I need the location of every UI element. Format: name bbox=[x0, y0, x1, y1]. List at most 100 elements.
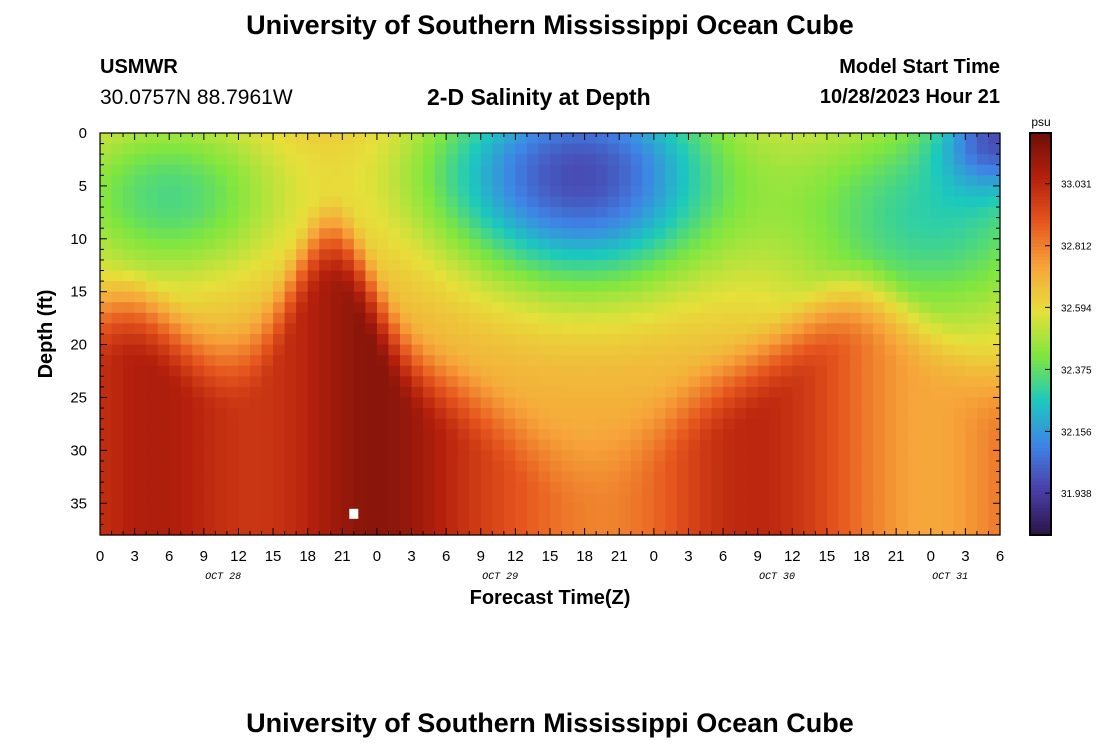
heatmap-cell bbox=[157, 524, 170, 536]
heatmap-cell bbox=[400, 492, 413, 504]
heatmap-cell bbox=[942, 482, 955, 494]
heatmap-cell bbox=[700, 386, 713, 399]
heatmap-cell bbox=[630, 334, 643, 346]
heatmap-cell bbox=[734, 376, 747, 388]
heatmap-cell bbox=[215, 482, 228, 494]
heatmap-cell bbox=[353, 365, 366, 377]
heatmap-cell bbox=[330, 355, 343, 367]
heatmap-cell bbox=[250, 259, 263, 272]
heatmap-cell bbox=[180, 133, 193, 145]
heatmap-cell bbox=[711, 291, 724, 303]
heatmap-cell bbox=[769, 439, 782, 451]
heatmap-cell bbox=[746, 164, 759, 176]
heatmap-cell bbox=[134, 143, 147, 155]
heatmap-cell bbox=[469, 334, 482, 346]
heatmap-cell bbox=[353, 323, 366, 335]
heatmap-cell bbox=[203, 429, 216, 441]
heatmap-cell bbox=[215, 386, 228, 399]
heatmap-cell bbox=[907, 154, 920, 166]
heatmap-cell bbox=[111, 439, 124, 451]
heatmap-cell bbox=[653, 503, 666, 515]
heatmap-cell bbox=[480, 418, 493, 430]
heatmap-cell bbox=[169, 503, 182, 515]
colorbar-segment bbox=[1030, 478, 1051, 482]
heatmap-cell bbox=[526, 344, 540, 356]
heatmap-cell bbox=[353, 249, 366, 261]
heatmap-cell bbox=[157, 471, 170, 483]
colorbar-segment bbox=[1030, 407, 1051, 412]
heatmap-cell bbox=[319, 471, 332, 483]
heatmap-cell bbox=[884, 439, 897, 451]
heatmap-cell bbox=[330, 238, 343, 250]
heatmap-cell bbox=[261, 323, 274, 335]
heatmap-cell bbox=[607, 228, 620, 240]
heatmap-cell bbox=[561, 450, 574, 462]
heatmap-cell bbox=[203, 143, 216, 155]
heatmap-cell bbox=[111, 503, 124, 515]
heatmap-cell bbox=[203, 175, 216, 187]
heatmap-cell bbox=[480, 513, 493, 526]
heatmap-cell bbox=[630, 386, 643, 399]
heatmap-cell bbox=[988, 397, 1001, 409]
heatmap-cell bbox=[365, 323, 378, 335]
heatmap-cell bbox=[446, 154, 459, 166]
heatmap-cell bbox=[561, 259, 574, 272]
heatmap-cell bbox=[157, 217, 170, 229]
heatmap-cell bbox=[757, 376, 770, 388]
heatmap-cell bbox=[111, 249, 124, 261]
x-tick-label: 18 bbox=[576, 548, 593, 565]
heatmap-cell bbox=[619, 312, 632, 325]
heatmap-cell bbox=[376, 471, 390, 483]
heatmap-cell bbox=[976, 302, 990, 314]
heatmap-cell bbox=[480, 460, 493, 473]
heatmap-cell bbox=[953, 503, 966, 515]
heatmap-cell bbox=[526, 334, 540, 346]
heatmap-cell bbox=[423, 513, 436, 526]
heatmap-cell bbox=[400, 334, 413, 346]
heatmap-cell bbox=[273, 238, 286, 250]
heatmap-cell bbox=[192, 355, 205, 367]
heatmap-cell bbox=[596, 302, 609, 314]
x-tick-label: 9 bbox=[200, 548, 208, 565]
heatmap-cell bbox=[930, 291, 943, 303]
heatmap-cell bbox=[434, 154, 447, 166]
heatmap-cell bbox=[192, 164, 205, 176]
heatmap-cell bbox=[550, 429, 563, 441]
heatmap-cell bbox=[330, 323, 343, 335]
heatmap-cell bbox=[861, 154, 874, 166]
heatmap-cell bbox=[757, 217, 770, 229]
heatmap-cell bbox=[226, 365, 240, 377]
heatmap-cell bbox=[873, 376, 886, 388]
heatmap-cell bbox=[780, 524, 793, 536]
heatmap-cell bbox=[596, 503, 609, 515]
date-label: OCT 29 bbox=[482, 572, 518, 583]
heatmap-cell bbox=[434, 249, 447, 261]
heatmap-cell bbox=[711, 344, 724, 356]
heatmap-cell bbox=[365, 450, 378, 462]
date-label: OCT 30 bbox=[759, 572, 795, 583]
heatmap-cell bbox=[769, 312, 782, 325]
heatmap-cell bbox=[180, 196, 193, 208]
heatmap-cell bbox=[792, 312, 805, 325]
heatmap-cell bbox=[503, 513, 516, 526]
heatmap-cell bbox=[803, 503, 816, 515]
heatmap-cell bbox=[469, 270, 482, 282]
heatmap-cell bbox=[515, 408, 528, 420]
heatmap-cell bbox=[976, 249, 990, 261]
heatmap-cell bbox=[792, 376, 805, 388]
heatmap-cell bbox=[169, 482, 182, 494]
heatmap-cell bbox=[619, 175, 632, 187]
heatmap-cell bbox=[780, 207, 793, 219]
heatmap-cell bbox=[573, 450, 586, 462]
heatmap-cell bbox=[400, 291, 413, 303]
heatmap-cell bbox=[700, 503, 713, 515]
heatmap-cell bbox=[665, 312, 678, 325]
heatmap-cell bbox=[607, 270, 620, 282]
heatmap-cell bbox=[642, 302, 655, 314]
heatmap-cell bbox=[457, 429, 470, 441]
heatmap-cell bbox=[619, 418, 632, 430]
heatmap-cell bbox=[734, 207, 747, 219]
heatmap-cell bbox=[676, 291, 690, 303]
heatmap-cell bbox=[757, 207, 770, 219]
heatmap-cell bbox=[907, 323, 920, 335]
